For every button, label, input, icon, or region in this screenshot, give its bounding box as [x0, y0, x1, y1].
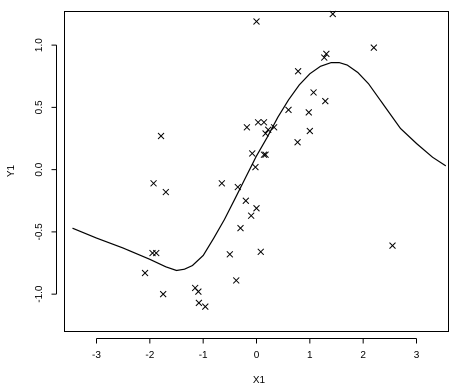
data-point [141, 269, 149, 277]
data-point [305, 109, 313, 116]
data-point [248, 150, 256, 157]
data-point [262, 151, 269, 159]
data-point [253, 18, 260, 25]
x-tick-label: -3 [92, 350, 101, 361]
data-point [201, 303, 209, 310]
y-tick-label: -1.0 [34, 285, 45, 303]
data-point [321, 97, 329, 105]
smoothing-curve-layer [72, 61, 447, 272]
data-point [157, 132, 165, 140]
data-point [237, 224, 244, 232]
data-point [320, 54, 328, 61]
data-point [260, 118, 268, 126]
data-point [234, 183, 242, 191]
data-point [323, 50, 330, 58]
data-point [294, 67, 302, 75]
x-tick-label: -1 [199, 350, 208, 361]
y-axis: -1.0 -0.5 0.0 0.5 1.0 [34, 38, 57, 303]
data-point [152, 249, 160, 257]
data-point [247, 212, 255, 220]
data-point [162, 188, 170, 196]
data-point [252, 163, 259, 171]
data-point [254, 118, 262, 126]
data-point [253, 204, 260, 212]
data-point [306, 127, 314, 135]
y-tick-label: 1.0 [34, 38, 45, 52]
data-point [310, 89, 317, 96]
data-point [389, 242, 396, 249]
x-tick-label: 3 [414, 350, 420, 361]
x-axis-title: X1 [253, 375, 266, 384]
x-tick-label: 1 [307, 350, 313, 361]
data-point [270, 123, 278, 131]
data-point [243, 123, 251, 131]
x-tick-label: 0 [254, 350, 260, 361]
y-tick-label: -0.5 [34, 223, 45, 241]
data-point [195, 288, 202, 296]
data-point [260, 151, 268, 159]
x-tick-label: -2 [145, 350, 154, 361]
data-point [294, 138, 301, 146]
data-point [257, 248, 265, 256]
data-point [262, 130, 269, 137]
plot-area-frame [64, 11, 449, 332]
y-axis-title: Y1 [6, 164, 17, 177]
y-tick-label: 0.5 [34, 100, 45, 114]
data-point [242, 197, 250, 205]
data-point [264, 126, 272, 134]
x-axis: -3 -2 -1 0 1 2 3 [92, 338, 420, 361]
data-point [159, 290, 167, 298]
data-points-layer [141, 10, 396, 310]
data-point [232, 277, 240, 284]
data-point [195, 299, 203, 307]
smoothing-curve [72, 61, 447, 272]
data-point [329, 10, 337, 18]
data-point [150, 179, 157, 187]
data-point [285, 106, 292, 114]
x-tick-label: 2 [360, 350, 366, 361]
data-point [218, 179, 226, 187]
y-tick-label: 0.0 [34, 162, 45, 176]
data-point [226, 250, 234, 258]
data-point [370, 44, 378, 51]
